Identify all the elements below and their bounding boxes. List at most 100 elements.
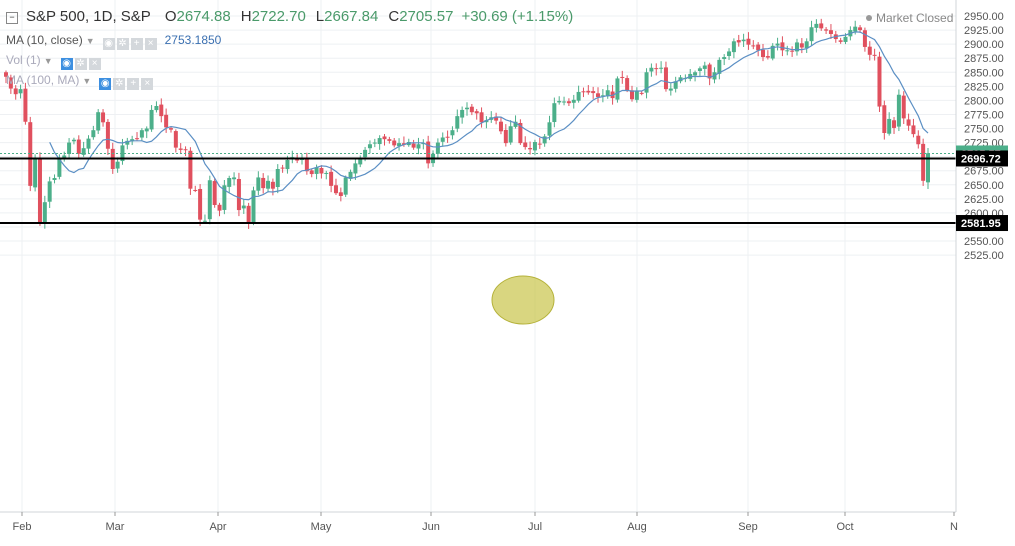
candle-body: [858, 27, 863, 31]
candle-body: [562, 101, 567, 103]
candle-body: [198, 188, 203, 220]
candle-body: [717, 59, 722, 74]
eye-icon[interactable]: ◉: [99, 78, 112, 90]
candle-body: [513, 121, 518, 127]
candle-body: [528, 148, 533, 150]
candle-body: [202, 220, 207, 222]
candle-body: [566, 101, 571, 104]
indicator-vol[interactable]: Vol (1) ▼ ◉ ✲ ×: [6, 53, 101, 70]
time-axis[interactable]: Feb Mar Apr May Jun Jul Aug Sep Oct N: [13, 512, 959, 533]
candle-body: [338, 192, 343, 196]
symbol-title: S&P 500, 1D, S&P: [26, 8, 151, 25]
y-tick-label: 2925.00: [964, 25, 1004, 37]
candle-body: [498, 121, 503, 132]
candle-body: [596, 93, 601, 97]
eye-icon[interactable]: ◉: [60, 58, 73, 70]
candle-body: [576, 91, 581, 101]
candle-body: [329, 171, 334, 186]
candle-body: [193, 189, 198, 191]
candle-body: [96, 112, 101, 131]
candle-body: [426, 141, 431, 164]
candle-body: [736, 40, 741, 43]
candle-body: [644, 72, 649, 93]
candle-body: [702, 65, 707, 69]
candle-body: [828, 30, 833, 34]
candle-body: [251, 190, 256, 223]
collapse-icon[interactable]: −: [6, 12, 18, 24]
candle-body: [469, 106, 474, 113]
candle-body: [518, 122, 523, 144]
plus-icon[interactable]: +: [130, 38, 143, 50]
candle-body: [387, 139, 392, 141]
candle-body: [586, 90, 591, 93]
candle-body: [8, 77, 13, 89]
candle-body: [673, 81, 678, 89]
candle-body: [222, 185, 227, 210]
candle-body: [115, 161, 120, 169]
candle-body: [794, 42, 799, 52]
close-label: C: [388, 8, 400, 25]
candle-body: [173, 131, 178, 148]
ma-10-line: [49, 31, 929, 201]
candle-body: [101, 112, 106, 123]
close-icon[interactable]: ×: [88, 58, 101, 70]
candle-body: [668, 88, 673, 91]
candle-body: [455, 116, 460, 129]
market-status: Market Closed: [866, 11, 953, 25]
indicator-ma100[interactable]: MA (100, MA) ▼ ◉ ✲ + ×: [6, 73, 154, 90]
gear-icon[interactable]: ✲: [116, 38, 129, 50]
candle-body: [125, 140, 130, 145]
plus-icon[interactable]: +: [127, 78, 140, 90]
candle-body: [67, 142, 72, 155]
candle-body: [37, 158, 42, 224]
candle-body: [503, 129, 508, 144]
chevron-down-icon[interactable]: ▼: [82, 76, 92, 86]
candle-body: [872, 54, 877, 56]
indicator-ma10[interactable]: MA (10, close) ▼ ◉ ✲ + × 2753.1850: [6, 33, 221, 50]
candle-body: [770, 45, 775, 59]
highlight-ellipse: [491, 275, 555, 325]
candle-body: [862, 30, 867, 47]
candle-body: [722, 57, 727, 60]
eye-icon[interactable]: ◉: [102, 38, 115, 50]
candlestick-series: [4, 18, 930, 229]
candle-body: [780, 42, 785, 51]
close-icon[interactable]: ×: [144, 38, 157, 50]
candle-body: [358, 157, 363, 165]
candle-body: [47, 181, 52, 202]
candle-body: [707, 64, 712, 79]
y-tick-label: 2550.00: [964, 236, 1004, 248]
candle-body: [105, 121, 110, 149]
candle-body: [144, 128, 149, 132]
candle-body: [877, 56, 882, 107]
candle-body: [460, 109, 465, 118]
candle-body: [62, 155, 67, 159]
candle-body: [416, 144, 421, 149]
candle-body: [333, 185, 338, 194]
candle-body: [319, 168, 324, 174]
candle-body: [18, 89, 23, 94]
gear-icon[interactable]: ✲: [74, 58, 87, 70]
candle-body: [324, 172, 329, 174]
chevron-down-icon[interactable]: ▼: [43, 56, 53, 66]
candle-body: [168, 128, 173, 130]
candle-body: [164, 114, 169, 128]
candle-body: [474, 111, 479, 114]
candle-body: [91, 130, 96, 138]
close-icon[interactable]: ×: [141, 78, 154, 90]
gear-icon[interactable]: ✲: [113, 78, 126, 90]
y-tick-label: 2875.00: [964, 53, 1004, 65]
candle-body: [159, 104, 164, 117]
candle-body: [916, 135, 921, 145]
candle-body: [314, 167, 319, 174]
candle-body: [450, 130, 455, 136]
y-tick-label: 2525.00: [964, 250, 1004, 262]
candle-body: [261, 177, 266, 189]
candle-body: [790, 50, 795, 52]
chevron-down-icon[interactable]: ▼: [85, 36, 95, 46]
candle-body: [227, 178, 232, 187]
candle-body: [600, 95, 605, 97]
candle-body: [421, 143, 426, 145]
indicator-value: 2753.1850: [164, 33, 222, 47]
